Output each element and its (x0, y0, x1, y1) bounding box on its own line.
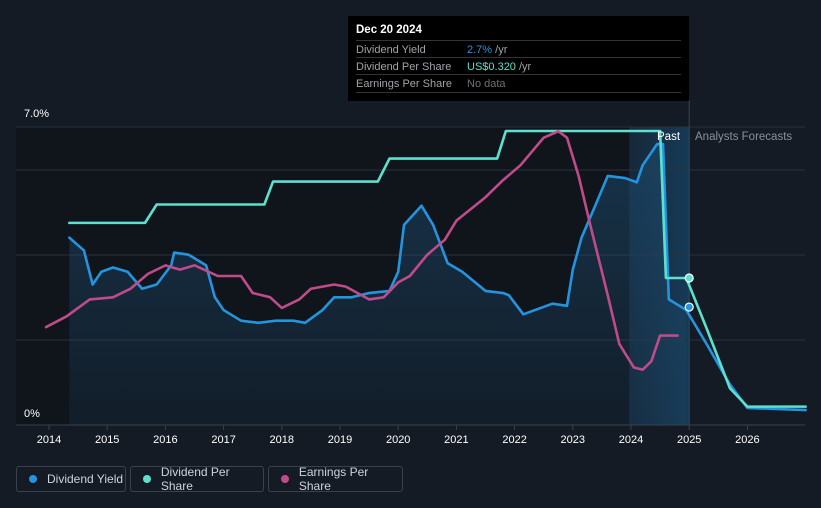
x-tick-label: 2021 (444, 434, 468, 446)
legend-dot-icon (29, 475, 37, 483)
tooltip-unit: /yr (492, 44, 508, 56)
tooltip-row-dividend-yield: Dividend Yield 2.7% /yr (356, 40, 681, 58)
legend-dot-icon (143, 475, 151, 483)
dividend-per-share-marker (684, 273, 694, 283)
x-tick-label: 2015 (95, 434, 119, 446)
forecast-label: Analysts Forecasts (695, 131, 793, 143)
past-label: Past (657, 131, 681, 143)
x-tick-label: 2019 (328, 434, 352, 446)
x-tick-label: 2014 (37, 434, 61, 446)
tooltip-value: No data (467, 78, 506, 90)
y-tick-label: 7.0% (24, 108, 50, 120)
tooltip-value-wrap: No data (467, 78, 506, 90)
legend-earnings-per-share[interactable]: Earnings Per Share (268, 465, 403, 493)
legend-label: Dividend Per Share (160, 465, 230, 493)
x-tick-label: 2025 (677, 434, 701, 446)
x-tick-label: 2023 (561, 434, 585, 446)
legend-dot-icon (281, 475, 289, 483)
x-tick-label: 2017 (211, 434, 235, 446)
series-line-dividend-yield (68, 142, 807, 412)
x-tick-label: 2020 (386, 434, 410, 446)
series-line-dividend-per-share (68, 129, 807, 408)
x-tick-label: 2024 (619, 434, 643, 446)
x-tick-label: 2016 (153, 434, 177, 446)
x-tick-label: 2018 (270, 434, 294, 446)
legend-label: Earnings Per Share (298, 465, 369, 493)
tooltip-value-wrap: US$0.320 /yr (467, 61, 531, 73)
tooltip: Dec 20 2024 Dividend Yield 2.7% /yr Divi… (348, 16, 689, 101)
tooltip-row-earnings-per-share: Earnings Per Share No data (356, 74, 681, 93)
tooltip-value: 2.7% (467, 44, 493, 56)
legend-dividend-yield[interactable]: Dividend Yield (16, 466, 126, 492)
tooltip-unit: /yr (515, 61, 532, 73)
tooltip-date: Dec 20 2024 (356, 24, 422, 36)
tooltip-label: Dividend Yield (356, 44, 426, 56)
tooltip-value: US$0.320 (467, 61, 516, 73)
dividend-yield-area (69, 144, 687, 425)
tooltip-label: Earnings Per Share (356, 78, 452, 90)
x-tick-label: 2022 (502, 434, 526, 446)
dividend-yield-marker (684, 302, 694, 312)
x-tick-label: 2026 (735, 434, 759, 446)
tooltip-row-dividend-per-share: Dividend Per Share US$0.320 /yr (356, 57, 681, 75)
tooltip-label: Dividend Per Share (356, 61, 452, 73)
legend-dividend-per-share[interactable]: Dividend Per Share (130, 465, 264, 493)
series-line-earnings-per-share (44, 129, 679, 371)
legend-label: Dividend Yield (47, 472, 124, 486)
y-tick-label: 0% (24, 408, 40, 420)
tooltip-value-wrap: 2.7% /yr (467, 44, 507, 56)
